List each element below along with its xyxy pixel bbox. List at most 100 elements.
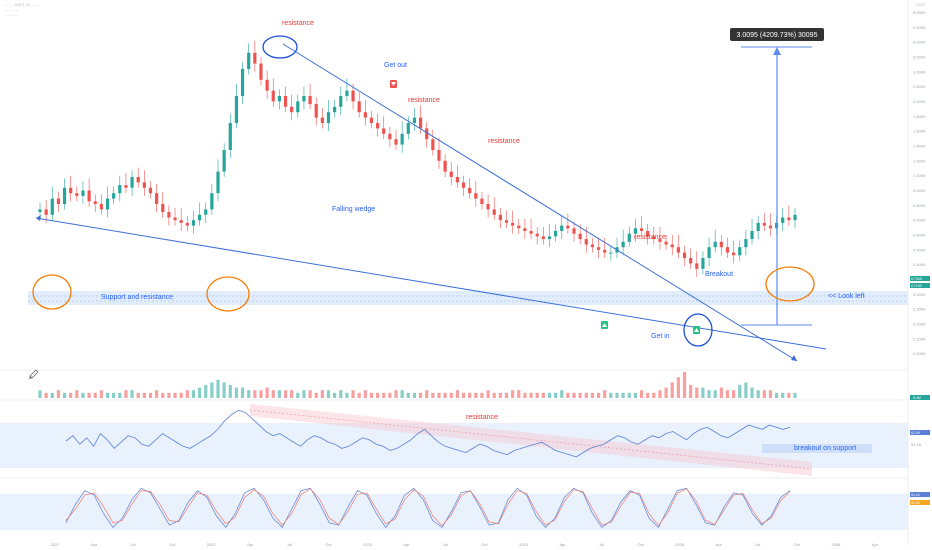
price-tick: 1.0000 <box>913 173 926 178</box>
rsi-badge <box>910 430 930 435</box>
pencil-icon[interactable] <box>29 369 39 379</box>
candle-body <box>161 204 165 213</box>
volume-bar <box>376 392 380 398</box>
volume-bar <box>259 390 263 398</box>
candle-body <box>443 160 447 172</box>
volume-bar <box>670 382 674 398</box>
candle-body <box>486 204 490 210</box>
volume-bar <box>707 390 711 398</box>
volume-bar <box>105 392 110 398</box>
volume-bar <box>443 392 447 398</box>
volume-bar <box>161 392 165 398</box>
candle-body <box>142 182 146 188</box>
candle-body <box>333 106 337 113</box>
volume-bar <box>167 392 171 398</box>
candle-body <box>148 187 153 194</box>
candle-body <box>283 96 288 107</box>
candle-body <box>682 252 687 258</box>
candle-body <box>394 139 398 145</box>
indicator-line-2: .............. <box>4 13 18 17</box>
volume-bar <box>621 392 625 398</box>
price-badge <box>910 276 930 281</box>
candle-body <box>173 217 177 221</box>
volume-bar <box>204 385 208 398</box>
candle-body <box>216 171 220 194</box>
price-tick: 2.0000 <box>913 99 926 104</box>
price-tick: 0.5000 <box>913 247 926 252</box>
time-tick: 2025 <box>675 542 685 547</box>
volume-badge-text: 5.4M <box>913 396 921 400</box>
volume-bar <box>695 387 699 398</box>
volume-bar <box>333 392 337 398</box>
price-axis[interactable]: 5.0000 4.5000 4.0000 3.5000 3.0000 2.5000 2.00… <box>913 10 926 356</box>
candle-body <box>529 231 533 234</box>
time-tick: 2023 <box>363 542 373 547</box>
candle-body <box>271 90 275 102</box>
time-tick: Apr <box>716 542 723 547</box>
volume-bar <box>62 392 67 398</box>
candle-body <box>621 241 625 248</box>
volume-bar <box>44 392 48 398</box>
up-arrow-icon <box>693 326 700 334</box>
volume-bar <box>646 392 650 398</box>
candle-body <box>345 90 349 96</box>
volume-bar <box>130 390 134 398</box>
volume-bar <box>719 387 723 398</box>
support-circle <box>32 274 72 310</box>
volume-bar <box>382 392 386 398</box>
candle-body <box>124 185 128 188</box>
resistance-label: resistance <box>488 138 520 145</box>
price-tick: 5.0000 <box>913 10 926 15</box>
volume-bar <box>732 390 736 398</box>
volume-bar <box>603 390 607 398</box>
volume-bar <box>308 390 312 398</box>
candle-body <box>750 231 754 240</box>
wedge-upper-line[interactable] <box>282 43 798 362</box>
candle-body <box>713 241 717 248</box>
volume-bar <box>701 387 705 398</box>
volume-bar <box>504 392 509 398</box>
volume-bar <box>228 385 232 398</box>
pair-title: ...........USDT, 1D .......... <box>4 3 41 7</box>
time-axis[interactable]: 2021 Apr Jul Oct 2022 Apr Jul Oct 2023 Apr Jul Oct 2… <box>51 542 879 547</box>
volume-bar <box>240 387 245 398</box>
stoch-lines <box>65 487 791 528</box>
candle-body <box>590 244 595 248</box>
price-tick: 1.2000 <box>913 158 926 163</box>
volume-bar <box>320 390 324 398</box>
candle-body <box>793 214 797 221</box>
volume-bar <box>179 392 183 398</box>
volume-bar <box>449 392 453 398</box>
volume-bar <box>296 392 300 398</box>
candle-body <box>253 52 257 64</box>
candle-body <box>676 247 680 253</box>
volume-bar <box>756 390 760 398</box>
candle-body <box>105 198 110 210</box>
wedge-lower-line[interactable] <box>35 217 827 350</box>
candle-body <box>155 193 159 204</box>
measure-text: 3.0095 (4209.73%) 30095 <box>737 32 818 39</box>
candle-body <box>535 233 539 237</box>
price-candles <box>38 40 797 277</box>
volume-bar <box>566 392 570 398</box>
candle-body <box>69 187 73 194</box>
candle-body <box>738 247 742 256</box>
volume-bar <box>265 387 269 398</box>
candle-body <box>461 182 466 188</box>
candle-body <box>578 233 582 240</box>
volume-bar <box>523 392 527 398</box>
volume-bar <box>517 390 521 398</box>
candle-body <box>707 247 711 258</box>
arrow-up-icon <box>773 47 781 55</box>
price-tick: 3.0000 <box>913 69 926 74</box>
candle-body <box>56 198 61 204</box>
candle-body <box>277 96 281 102</box>
price-badge <box>910 283 930 288</box>
time-tick: Oct <box>638 542 645 547</box>
candle-body <box>363 112 367 118</box>
volume-bar <box>639 390 644 398</box>
candle-body <box>725 247 730 253</box>
volume-bar <box>290 390 294 398</box>
candle-body <box>179 220 183 223</box>
